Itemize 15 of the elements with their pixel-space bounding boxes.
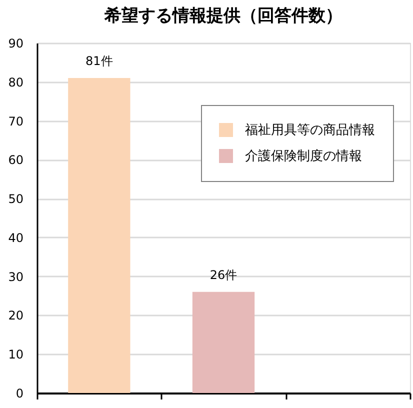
chart-title: 希望する情報提供（回答件数） [104,6,342,26]
data-label: 81件 [86,54,113,68]
y-tick-label: 10 [8,348,24,362]
y-tick-label: 50 [8,192,24,206]
y-tick-label: 60 [8,153,24,168]
legend-label: 福祉用具等の商品情報 [245,123,375,138]
y-tick-label: 80 [8,75,24,90]
y-tick-label: 90 [8,36,24,50]
legend-label: 介護保険制度の情報 [245,148,362,164]
y-tick-label: 30 [8,270,24,284]
data-label: 26件 [210,268,238,282]
y-tick-label: 40 [8,230,24,245]
y-tick-label: 20 [8,308,24,323]
y-tick-label: 70 [8,114,24,128]
y-tick-label: 0 [16,386,24,400]
